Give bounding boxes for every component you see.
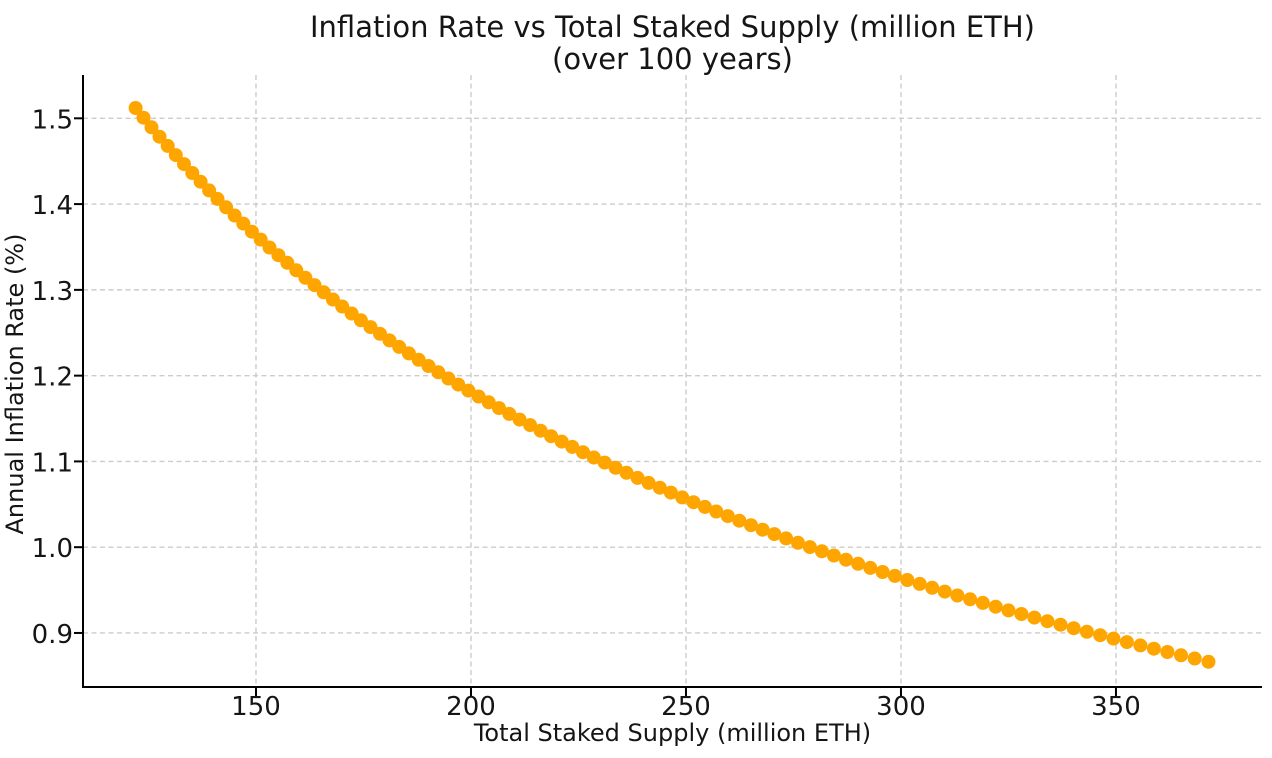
data-point [554, 434, 569, 449]
data-point [128, 101, 143, 115]
data-point [686, 495, 701, 510]
data-point [1093, 628, 1108, 643]
data-point [1027, 610, 1042, 625]
data-point [431, 365, 446, 380]
data-point [975, 595, 990, 610]
data-point [839, 552, 853, 567]
x-tick-label: 150 [231, 692, 281, 722]
data-point [512, 412, 527, 427]
data-point [210, 191, 225, 206]
data-point [1079, 624, 1094, 639]
x-tick-label: 200 [446, 692, 496, 722]
data-point [461, 383, 476, 398]
data-point [586, 450, 601, 465]
data-point [697, 499, 712, 514]
y-tick-label: 1.1 [32, 448, 73, 478]
data-point [767, 527, 782, 542]
x-tick-label: 250 [661, 692, 711, 722]
chart-title-line1: Inflation Rate vs Total Staked Supply (m… [310, 10, 1035, 44]
data-point [202, 183, 217, 198]
data-point [1174, 648, 1188, 663]
data-point [1119, 635, 1134, 650]
data-point [193, 174, 208, 189]
data-point [925, 580, 940, 595]
data-point [1133, 638, 1148, 653]
y-tick-label: 1.5 [32, 105, 73, 135]
data-point [1066, 621, 1081, 636]
y-tick-label: 0.9 [32, 620, 73, 650]
data-point [597, 455, 612, 470]
y-tick-label: 1.3 [32, 277, 73, 307]
data-point [720, 509, 735, 524]
data-point [875, 565, 890, 579]
data-point [1001, 603, 1016, 618]
data-point [1106, 631, 1121, 646]
data-point [937, 584, 952, 599]
data-point [863, 560, 878, 575]
data-point [1014, 607, 1029, 621]
data-point [1040, 614, 1055, 629]
data-point [851, 556, 866, 571]
x-axis-label: Total Staked Supply (million ETH) [473, 719, 872, 747]
data-point [608, 460, 623, 475]
data-point [168, 148, 183, 163]
data-point [663, 485, 678, 500]
data-point [502, 406, 517, 421]
data-point [814, 544, 829, 559]
data-point [675, 490, 690, 505]
data-point [1160, 645, 1175, 659]
data-point [744, 518, 758, 533]
data-point [709, 504, 724, 519]
x-tick-label: 350 [1091, 692, 1141, 722]
data-point [185, 166, 200, 180]
data-point [1187, 651, 1202, 666]
data-point [177, 157, 191, 172]
data-point [950, 588, 965, 603]
data-point [1053, 617, 1068, 632]
data-point [136, 110, 151, 125]
data-point [1146, 641, 1161, 656]
x-tick-label: 300 [876, 692, 926, 722]
data-point [900, 573, 915, 587]
data-point [481, 395, 496, 410]
chart-title: Inflation Rate vs Total Staked Supply (m… [83, 11, 1262, 75]
data-point [576, 445, 590, 460]
data-point [619, 465, 634, 480]
data-point [779, 531, 794, 546]
data-point [802, 540, 817, 555]
y-tick-label: 1.2 [32, 363, 73, 393]
data-point [791, 535, 805, 550]
data-point [565, 439, 580, 454]
data-point [144, 120, 159, 135]
data-point [652, 480, 667, 495]
data-point [912, 576, 927, 591]
data-point [988, 599, 1003, 614]
data-point [963, 592, 978, 607]
data-point [152, 129, 167, 144]
data-point [732, 513, 747, 528]
data-point [533, 423, 548, 438]
data-point [523, 418, 538, 433]
chart-title-line2: (over 100 years) [552, 42, 793, 76]
data-point [755, 522, 770, 537]
data-point [887, 568, 902, 583]
data-point [492, 401, 506, 416]
data-point [451, 377, 466, 392]
data-point [826, 548, 841, 563]
data-point [641, 475, 656, 490]
data-point [1201, 654, 1216, 669]
data-point [160, 138, 175, 153]
y-tick-label: 1.4 [32, 191, 73, 221]
data-point [630, 470, 645, 485]
y-axis-label: Annual Inflation Rate (%) [1, 233, 29, 535]
data-point [544, 429, 559, 444]
y-tick-label: 1.0 [32, 534, 73, 564]
